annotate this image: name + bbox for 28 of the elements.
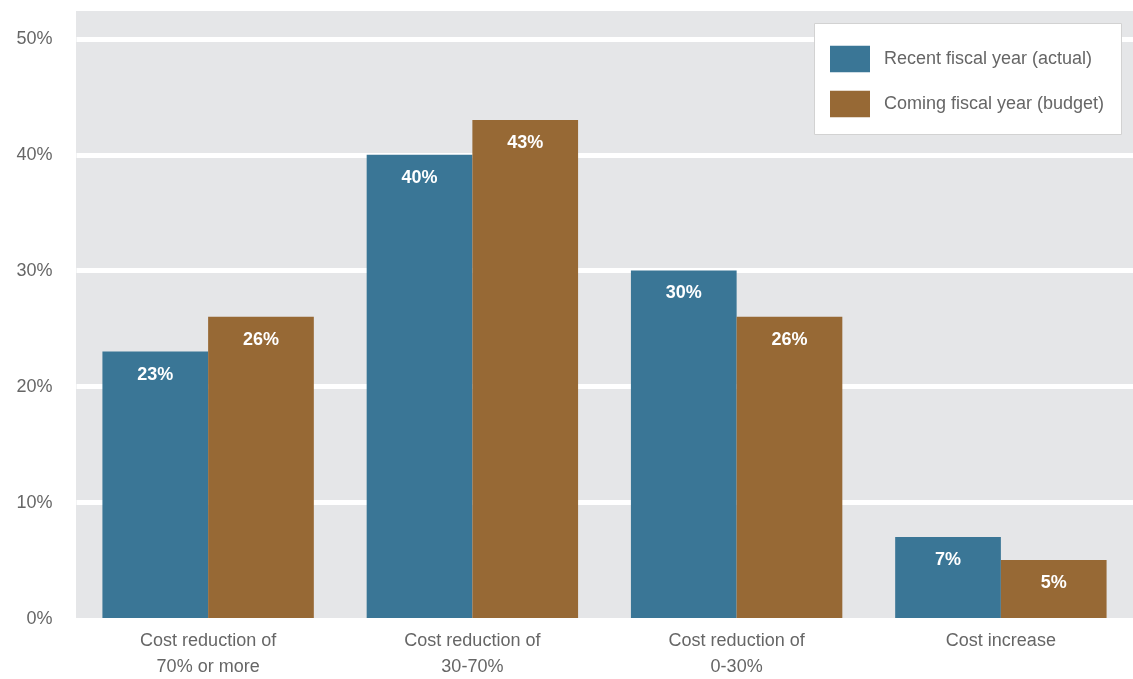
- data-label: 5%: [1040, 572, 1067, 593]
- bar: [102, 351, 209, 618]
- x-tick-label: Cost reduction of 0-30%: [668, 629, 806, 676]
- bar: [895, 536, 1001, 618]
- y-tick-label: 50%: [16, 28, 53, 49]
- bar: [208, 316, 314, 618]
- x-tick-label: Cost increase: [945, 629, 1056, 650]
- x-tick-label: Cost reduction of 30-70%: [404, 629, 542, 676]
- y-tick-label: 30%: [16, 259, 53, 280]
- data-label: 26%: [771, 328, 808, 349]
- y-tick-label: 10%: [16, 491, 53, 512]
- y-tick-label: 0%: [26, 607, 53, 628]
- data-label: 30%: [665, 282, 702, 303]
- x-tick-label: Cost reduction of 70% or more: [140, 629, 278, 676]
- legend-label: Recent fiscal year (actual): [884, 48, 1093, 68]
- bar: [1000, 560, 1107, 618]
- data-label: 23%: [137, 363, 174, 384]
- y-tick-label: 40%: [16, 144, 53, 165]
- data-label: 7%: [935, 548, 962, 569]
- y-tick-label: 20%: [16, 375, 53, 396]
- data-label: 40%: [401, 166, 438, 187]
- bar: [472, 119, 579, 618]
- legend-label: Coming fiscal year (budget): [884, 93, 1105, 113]
- data-label: 43%: [507, 131, 544, 152]
- bar: [736, 316, 843, 618]
- bar: [630, 270, 737, 618]
- data-label: 26%: [242, 328, 279, 349]
- bar: [366, 154, 473, 618]
